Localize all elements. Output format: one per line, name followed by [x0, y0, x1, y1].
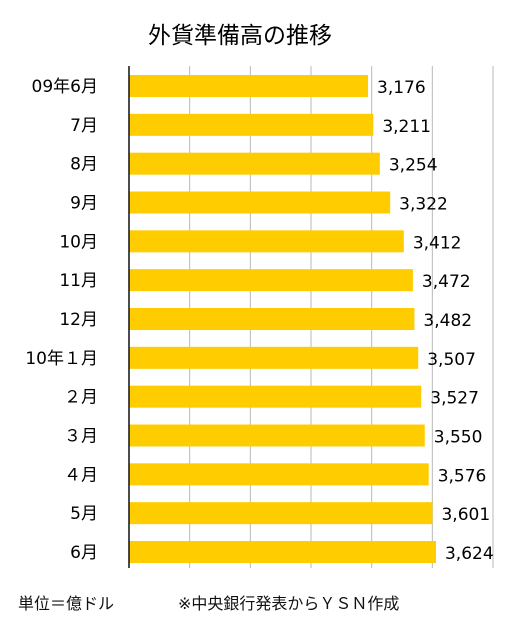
category-label-11: 5月	[70, 504, 98, 524]
value-label-2: 3,254	[389, 156, 438, 176]
category-label-12: 6月	[70, 543, 98, 563]
category-label-2: 8月	[70, 155, 98, 175]
bar-2	[129, 152, 380, 175]
category-label-7: 10年１月	[25, 349, 98, 369]
bar-10	[129, 463, 429, 486]
value-label-7: 3,507	[427, 350, 476, 370]
value-label-8: 3,527	[430, 389, 479, 409]
category-label-1: 7月	[70, 116, 98, 136]
value-label-0: 3,176	[377, 78, 426, 98]
value-label-11: 3,601	[441, 505, 490, 525]
category-label-9: ３月	[64, 427, 98, 447]
bar-9	[129, 424, 425, 447]
category-label-6: 12月	[59, 310, 98, 330]
value-label-5: 3,472	[422, 272, 471, 292]
bar-4	[129, 230, 404, 253]
bar-7	[129, 346, 419, 369]
bar-12	[129, 541, 436, 563]
bar-6	[129, 308, 415, 330]
category-label-5: 11月	[59, 271, 98, 291]
bar-3	[129, 191, 391, 214]
bar-8	[129, 385, 422, 408]
value-label-10: 3,576	[438, 466, 487, 486]
bar-0	[129, 75, 369, 97]
category-label-0: 09年6月	[32, 77, 98, 97]
value-label-9: 3,550	[434, 428, 483, 448]
unit-note: 単位＝億ドル	[18, 594, 115, 613]
bar-1	[129, 113, 374, 136]
category-label-8: ２月	[64, 388, 98, 408]
category-label-4: 10月	[59, 232, 98, 252]
value-label-4: 3,412	[413, 233, 462, 253]
category-label-10: ４月	[64, 465, 98, 485]
value-label-1: 3,211	[382, 117, 431, 137]
bar-11	[129, 502, 433, 525]
value-label-6: 3,482	[423, 311, 472, 331]
category-label-3: 9月	[70, 194, 98, 214]
source-note: ※中央銀行発表からＹＳＮ作成	[178, 594, 400, 613]
chart-title: 外貨準備高の推移	[148, 23, 332, 49]
bar-5	[129, 269, 413, 292]
value-label-3: 3,322	[399, 195, 448, 215]
value-label-12: 3,624	[445, 544, 494, 564]
